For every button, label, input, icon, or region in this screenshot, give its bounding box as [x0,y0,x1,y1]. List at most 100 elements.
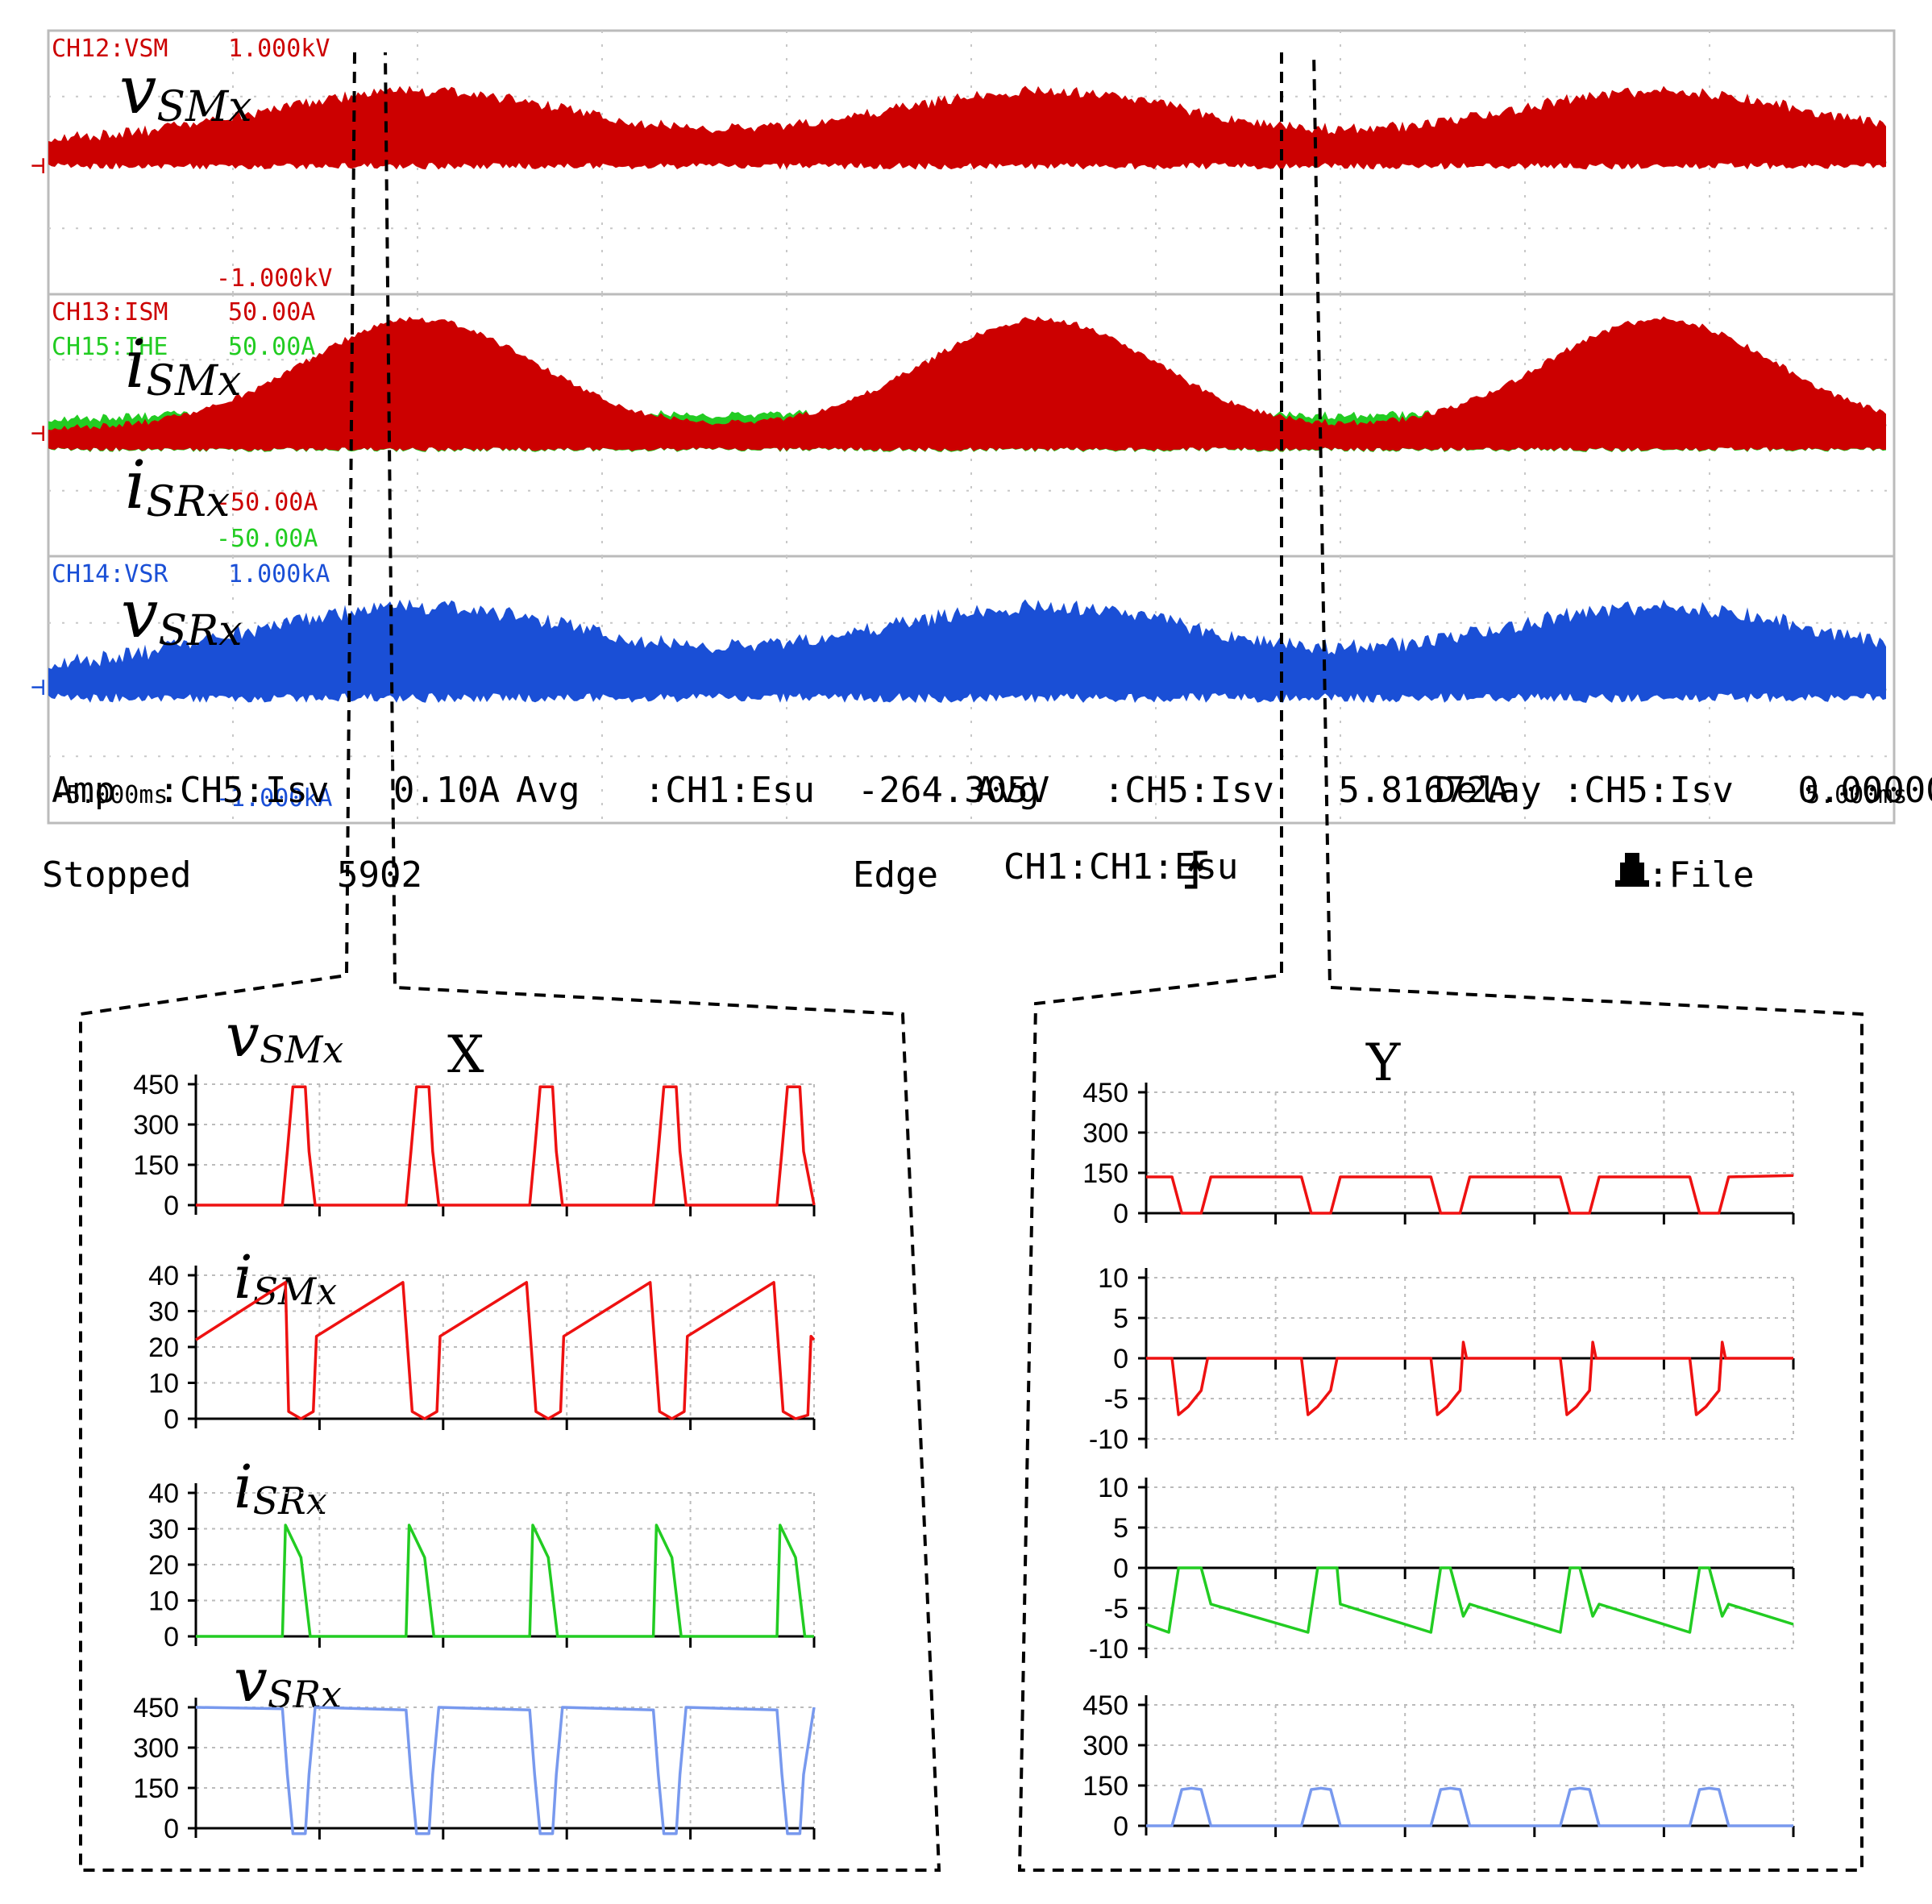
vsr-waveform-label: vSRx [121,576,242,655]
scope-status-bar: Stopped 5902 Edge CH1:CH1:Esu :File [42,846,1754,896]
ch12-ground-marker-icon: ⊣ [31,152,45,180]
y-tick-label: 0 [1113,1344,1128,1374]
y-tick-label: -10 [1089,1634,1128,1665]
series-line-iSMx [195,1281,816,1420]
ism-envelope [48,316,1886,451]
y-tick-label: 300 [1082,1731,1128,1761]
ch12-scale-bottom: -1.000kV [216,264,333,293]
zoom-x-isr-label: iSRx [234,1453,327,1523]
y-tick-label: 150 [133,1773,179,1804]
y-tick-label: 450 [133,1070,179,1100]
y-tick-label: 300 [133,1733,179,1764]
series-line-vSMx [196,1085,816,1207]
y-tick-label: 5 [1113,1303,1128,1334]
y-tick-label: 150 [1082,1771,1128,1802]
zoom-frame-x [79,52,941,1872]
series-line-iSRx [1145,1566,1794,1634]
series-line-vSRx [195,1706,816,1835]
y-tick-label: 450 [133,1693,179,1723]
series-line-vSRx [1146,1786,1793,1827]
measure-amp: Amp :CH5:Isv 0.10A [52,770,500,811]
measure-delay: Delay :CH5:Isv 0.000000s [1435,770,1932,811]
zoom-x-ism-label: iSMx [234,1243,337,1313]
measure-avg-esu: Avg :CH1:Esu -264.305V [516,770,1049,811]
zoom-chart-X2: 40 30 20 10 0 [148,1261,816,1435]
y-tick-label: 10 [148,1369,179,1399]
scope-waveforms [48,85,1886,703]
y-tick-label: 0 [1113,1811,1128,1842]
save-target: :File [1647,854,1754,896]
oscilloscope-screen: CH12:VSM 1.000kV -1.000kV vSMx CH13:ISM … [31,29,1932,825]
zoom-chart-Y1: 450 300 150 0 [1082,1078,1795,1229]
ch15-label: CH15:IHE [52,333,168,361]
acquisition-count: 5902 [337,854,422,896]
scope-grid [48,31,1894,823]
y-tick-label: 0 [164,1404,179,1435]
time-right: 5.000ms [1805,781,1907,809]
zoom-title-x: X [447,1025,484,1085]
y-tick-label: 20 [148,1332,179,1363]
y-tick-label: 10 [148,1586,179,1617]
series-line-iSMx [1146,1341,1793,1416]
ch13-scale-top: 50.00A [228,298,315,326]
zoom-x-vsm-label: vSMx [226,1001,343,1071]
zoom-frame-y [1017,52,1863,1872]
zoom-guides [79,52,1863,1872]
series-line-vSMx [1146,1174,1794,1215]
ch15-scale-top: 50.00A [228,333,315,361]
vsr-envelope [48,599,1886,703]
ch15-scale-bottom: -50.00A [216,525,318,553]
zoom-title-y: Y [1365,1033,1401,1093]
zoom-chart-Y3: 10 5 0 -5 -10 [1089,1473,1795,1665]
rising-edge-icon [1185,850,1207,889]
zoom-charts: 4503001500403020100403020100450300150045… [133,1070,1795,1844]
y-tick-label: 20 [148,1550,179,1581]
trigger-mode: Edge [853,854,938,896]
y-tick-label: 0 [164,1191,179,1221]
zoom-x-vsr-label: vSRx [234,1646,342,1716]
vsm-envelope [48,85,1886,170]
ch13-scale-bottom: -50.00A [216,488,318,517]
zoom-chart-Y4: 450 300 150 0 [1082,1690,1795,1842]
y-tick-label: 30 [148,1515,179,1545]
y-tick-label: 10 [1098,1263,1128,1294]
y-tick-label: 0 [1113,1199,1128,1229]
y-tick-label: 450 [1082,1690,1128,1721]
y-tick-label: -5 [1104,1384,1128,1415]
y-tick-label: 40 [148,1261,179,1291]
y-tick-label: 5 [1113,1513,1128,1544]
ch13-ground-marker-icon: ⊣ [31,419,45,447]
y-tick-label: 10 [1098,1473,1128,1503]
acquisition-state: Stopped [42,854,191,896]
y-tick-label: -10 [1089,1424,1128,1455]
ch12-scale-top: 1.000kV [228,35,330,63]
y-tick-label: 0 [164,1622,179,1652]
zoom-chart-X1: 450 300 150 0 [133,1070,816,1221]
y-tick-label: 450 [1082,1078,1128,1108]
ch14-ground-marker-icon: ⊣ [31,673,45,701]
vsm-waveform-label: vSMx [119,52,252,131]
ch14-scale-bottom: -1.000kA [216,784,333,813]
ch14-scale-top: 1.000kA [228,560,330,588]
measure-avg-isv: Avg :CH5:Isv 5.81672A [975,770,1509,811]
zoom-chart-Y2: 10 5 0 -5 -10 [1089,1263,1795,1455]
y-tick-label: 150 [133,1150,179,1181]
time-left: -5.000ms [52,781,168,809]
ism-waveform-label: iSMx [125,326,241,405]
zoom-chart-X4: 450 300 150 0 [133,1693,816,1844]
ch12-label: CH12:VSM [52,35,168,63]
y-tick-label: 150 [1082,1158,1128,1189]
y-tick-label: 40 [148,1478,179,1509]
printer-icon [1615,853,1649,887]
y-tick-label: 300 [133,1110,179,1141]
isr-waveform-label: iSRx [125,447,230,526]
y-tick-label: 0 [164,1814,179,1844]
y-tick-label: 0 [1113,1553,1128,1584]
ch13-label: CH13:ISM [52,298,168,326]
y-tick-label: -5 [1104,1594,1128,1624]
ch14-label: CH14:VSR [52,560,168,588]
y-tick-label: 30 [148,1297,179,1328]
series-line-iSRx [196,1524,814,1638]
y-tick-label: 300 [1082,1118,1128,1149]
